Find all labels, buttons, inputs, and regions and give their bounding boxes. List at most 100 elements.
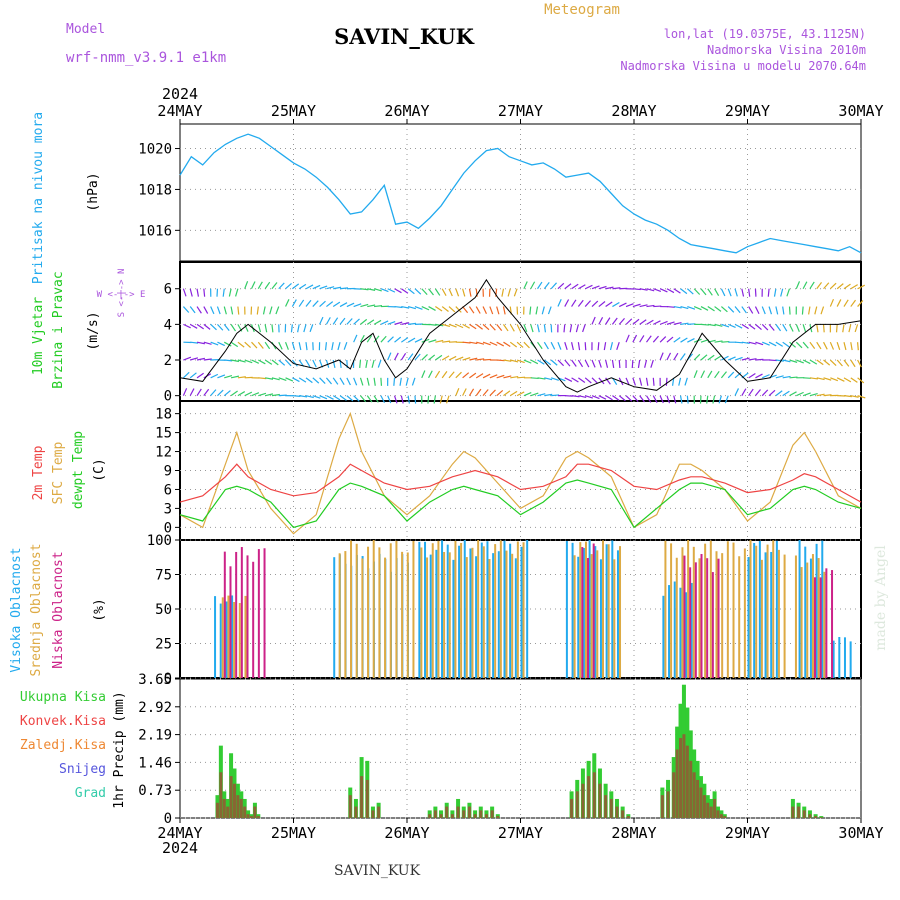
wind-arrow <box>700 370 706 379</box>
wind-arrow <box>455 306 462 313</box>
cloud-bar <box>475 556 478 678</box>
wind-arrow <box>659 288 668 293</box>
cloud-bar <box>384 557 387 678</box>
top-day-label: 26MAY <box>384 102 429 120</box>
wind-arrow <box>646 335 652 343</box>
pressure-label: Pritisak na nivou mora <box>31 112 46 284</box>
wind-arrow <box>795 341 803 349</box>
cloud-bar <box>443 551 446 678</box>
wind-arrow <box>442 323 451 328</box>
cloud-unit: (%) <box>92 598 107 621</box>
wind-arrow <box>639 319 647 325</box>
wind-arrow <box>278 341 283 350</box>
wind-arrow <box>820 306 825 315</box>
cloud-bar <box>721 553 724 678</box>
wind-arrow <box>291 359 298 367</box>
wind-arrow <box>203 323 211 330</box>
wind-arrow <box>359 359 362 369</box>
wind-arrow <box>237 306 240 315</box>
wind-arrow <box>462 288 466 297</box>
wind-arrow <box>285 299 290 307</box>
wind-arrow <box>768 341 777 347</box>
wind-arrow <box>843 377 852 383</box>
wind-arrow <box>768 306 773 315</box>
conv-precip-bar <box>706 802 710 818</box>
cloud-bar <box>806 562 809 678</box>
wind-arrow <box>700 323 709 326</box>
lonlat-info: lon,lat (19.0375E, 43.1125N) <box>664 27 866 41</box>
conv-precip-bar <box>581 783 585 818</box>
wind-arrow <box>359 377 364 386</box>
wind-arrow <box>509 390 518 397</box>
wind-arrow <box>400 395 404 404</box>
wind-arrow <box>680 288 688 295</box>
wind-arrow <box>544 393 553 397</box>
wind-arrow <box>285 282 292 290</box>
wind-arrow <box>407 288 415 295</box>
wind-arrow <box>673 352 679 361</box>
wind-arrow <box>795 281 801 289</box>
wind-arrow <box>292 283 300 290</box>
wind-arrow <box>748 288 751 297</box>
conv-precip-bar <box>377 806 381 818</box>
wind-arrow <box>612 287 621 290</box>
wind-arrow <box>428 306 436 311</box>
cloud-bar <box>406 552 409 678</box>
wind-arrow <box>339 317 346 325</box>
wind-arrow <box>857 359 862 368</box>
wind-arrow <box>496 341 505 347</box>
wind-arrow <box>673 395 677 404</box>
wind-arrow <box>557 359 565 367</box>
wind-arrow <box>339 395 347 401</box>
cloud-bar <box>571 542 574 678</box>
wind-arrow <box>374 305 383 308</box>
wind-arrow <box>305 377 313 384</box>
wind-arrow <box>789 359 798 363</box>
wind-arrow <box>584 377 592 384</box>
wind-arrow <box>632 377 636 386</box>
wind-arrow <box>659 395 664 404</box>
cloud-bar <box>372 540 375 678</box>
wind-arrow <box>517 376 526 379</box>
wind-arrow <box>203 341 212 345</box>
wind-arrow <box>639 288 648 291</box>
y-tick-label: 75 <box>155 568 172 584</box>
conv-precip-bar <box>626 816 630 818</box>
conv-precip-bar <box>354 806 358 818</box>
wind-arrow <box>788 306 791 315</box>
conv-precip-bar <box>467 806 471 818</box>
wind-arrow <box>210 373 219 379</box>
y-tick-label: 100 <box>147 533 172 549</box>
wind-arrow <box>319 300 326 307</box>
wind-arrow <box>727 288 732 297</box>
wind-arrow <box>476 341 485 345</box>
wind-arrow <box>693 288 701 295</box>
wind-arrow <box>543 282 550 290</box>
wind-arrow <box>721 323 730 328</box>
wind-arrow <box>802 281 808 290</box>
wind-arrow <box>189 323 198 329</box>
wind-arrow <box>659 352 664 361</box>
wind-arrow <box>523 324 528 333</box>
low-cloud-label: Niska Oblacnost <box>51 551 66 668</box>
y-tick-label: 4 <box>164 317 172 333</box>
wind-arrow <box>523 341 530 349</box>
wind-arrow <box>284 341 289 350</box>
cloud-bar <box>426 557 429 678</box>
wind-arrow <box>421 288 428 296</box>
wind-arrow <box>455 356 464 361</box>
wind-arrow <box>428 339 437 343</box>
conv-precip-bar <box>609 798 613 818</box>
cloud-bar <box>579 542 582 678</box>
wind-arrow <box>706 395 709 404</box>
cloud-bar <box>831 570 834 678</box>
wind-arrow <box>190 341 199 344</box>
conv-precip-bar <box>371 810 375 818</box>
wind-arrow <box>309 324 314 333</box>
wind-arrow <box>684 377 688 386</box>
wind-arrow <box>326 301 334 308</box>
wind-arrow <box>536 324 540 333</box>
wind-arrow <box>598 301 606 308</box>
wind-arrow <box>303 324 307 333</box>
wind-arrow <box>224 374 233 379</box>
